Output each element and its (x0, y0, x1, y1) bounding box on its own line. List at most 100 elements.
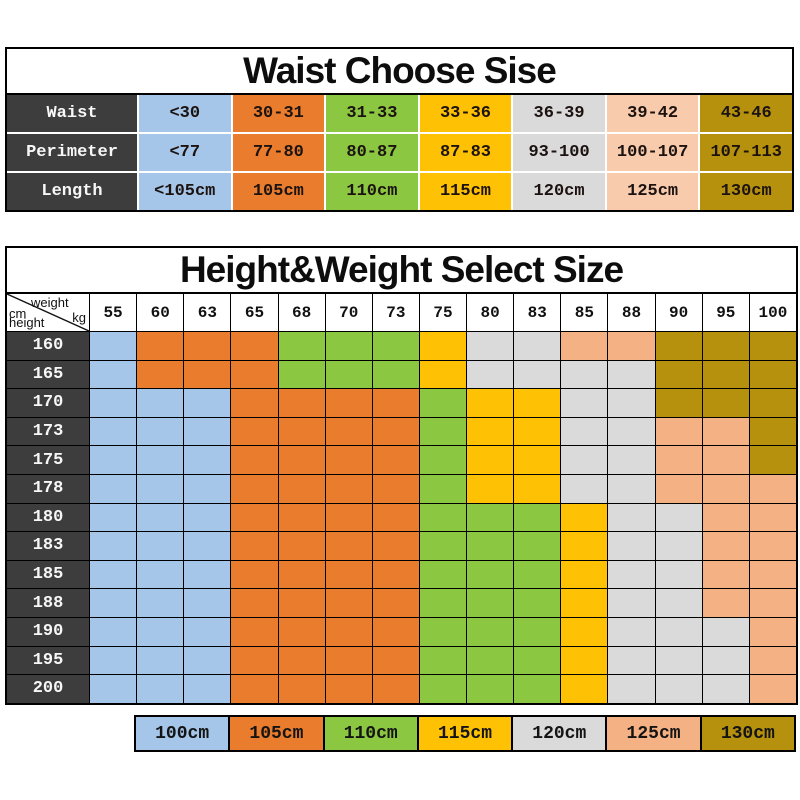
waist-value-cell: 36-39 (513, 95, 605, 132)
size-matrix-cell (231, 446, 278, 474)
size-matrix-cell (749, 589, 796, 617)
size-matrix-cell (514, 474, 561, 503)
size-matrix-cell (231, 360, 278, 389)
size-matrix-cell (231, 675, 278, 703)
size-matrix-cell (372, 332, 419, 360)
size-matrix-cell (372, 503, 419, 532)
size-matrix-cell (749, 675, 796, 703)
size-matrix-cell (325, 532, 372, 560)
waist-table-grid: Waist <30 30-31 31-33 33-36 36-39 39-42 43-46 Pe… (7, 95, 792, 210)
size-matrix-cell (702, 446, 749, 474)
size-matrix-cell (749, 360, 796, 389)
size-matrix-cell (419, 417, 467, 446)
size-matrix-cell (655, 532, 702, 560)
height-row-label: 185 (7, 560, 89, 589)
waist-value-cell: 130cm (700, 173, 792, 210)
size-matrix-cell (608, 532, 655, 560)
size-matrix-cell (419, 389, 467, 417)
waist-value-cell: <105cm (139, 173, 231, 210)
size-matrix-cell (184, 503, 231, 532)
size-matrix-cell (702, 560, 749, 589)
size-matrix-cell (749, 417, 796, 446)
size-matrix-cell (608, 646, 655, 675)
size-matrix-cell (608, 617, 655, 646)
size-matrix-cell (278, 589, 325, 617)
waist-row-label: Perimeter (7, 134, 137, 171)
waist-value-cell: 30-31 (232, 95, 325, 132)
size-matrix-cell (561, 332, 608, 360)
size-matrix-cell (702, 417, 749, 446)
size-matrix-cell (561, 446, 608, 474)
size-matrix-cell (90, 446, 137, 474)
size-matrix-cell (372, 446, 419, 474)
size-matrix-cell (372, 617, 419, 646)
size-matrix-cell (467, 332, 514, 360)
weight-header-cell: 90 (655, 294, 702, 331)
size-matrix-cell (655, 589, 702, 617)
size-matrix-cell (231, 417, 278, 446)
size-matrix-cell (561, 417, 608, 446)
height-weight-grid: weight kg cm height 55 60 63 65 68 70 73 75 80 83 85 88… (7, 294, 796, 703)
weight-header-cell: 85 (561, 294, 608, 331)
size-matrix-cell (702, 617, 749, 646)
size-matrix-cell (561, 617, 608, 646)
size-matrix-cell (419, 360, 467, 389)
waist-value-cell: 110cm (326, 173, 418, 210)
size-matrix-cell (702, 532, 749, 560)
size-matrix-cell (514, 617, 561, 646)
size-color-legend: 100cm 105cm 110cm 115cm 120cm 125cm 130cm (134, 715, 796, 752)
waist-value-cell: <30 (139, 95, 231, 132)
size-matrix-cell (184, 360, 231, 389)
size-matrix-cell (372, 474, 419, 503)
size-matrix-cell (561, 360, 608, 389)
size-matrix-cell (655, 675, 702, 703)
size-matrix-cell (561, 675, 608, 703)
size-matrix-cell (467, 560, 514, 589)
size-matrix-cell (561, 589, 608, 617)
size-matrix-cell (184, 446, 231, 474)
size-matrix-cell (372, 417, 419, 446)
weight-header-cell: 80 (467, 294, 514, 331)
size-matrix-cell (372, 560, 419, 589)
size-matrix-cell (419, 646, 467, 675)
size-matrix-cell (655, 646, 702, 675)
size-matrix-cell (467, 389, 514, 417)
height-row-label: 175 (7, 446, 89, 474)
size-matrix-cell (325, 617, 372, 646)
size-matrix-cell (702, 389, 749, 417)
size-matrix-cell (184, 389, 231, 417)
size-matrix-cell (325, 417, 372, 446)
size-matrix-cell (608, 332, 655, 360)
size-matrix-cell (137, 503, 184, 532)
height-weight-table: Height&Weight Select Size weight kg cm heig… (5, 246, 798, 705)
legend-item: 130cm (701, 717, 794, 750)
size-matrix-cell (278, 446, 325, 474)
size-matrix-cell (655, 560, 702, 589)
size-matrix-cell (278, 417, 325, 446)
waist-value-cell: 125cm (606, 173, 699, 210)
size-matrix-cell (278, 617, 325, 646)
size-matrix-cell (325, 503, 372, 532)
size-matrix-cell (655, 446, 702, 474)
size-matrix-cell (561, 474, 608, 503)
size-matrix-cell (655, 360, 702, 389)
size-matrix-cell (372, 532, 419, 560)
size-matrix-cell (608, 503, 655, 532)
height-row-label: 190 (7, 617, 89, 646)
size-matrix-cell (608, 446, 655, 474)
size-matrix-cell (184, 589, 231, 617)
waist-value-cell: 120cm (513, 173, 605, 210)
size-matrix-cell (514, 446, 561, 474)
size-matrix-cell (561, 646, 608, 675)
waist-value-cell: 93-100 (513, 134, 605, 171)
weight-header-cell: 70 (325, 294, 372, 331)
size-matrix-cell (231, 617, 278, 646)
corner-height-unit-label: height (9, 315, 45, 330)
legend-item: 105cm (230, 717, 323, 750)
axis-corner-cell: weight kg cm height (7, 294, 89, 331)
weight-header-cell: 63 (184, 294, 231, 331)
size-matrix-cell (514, 675, 561, 703)
size-matrix-cell (655, 474, 702, 503)
size-matrix-cell (514, 646, 561, 675)
weight-header-cell: 60 (137, 294, 184, 331)
